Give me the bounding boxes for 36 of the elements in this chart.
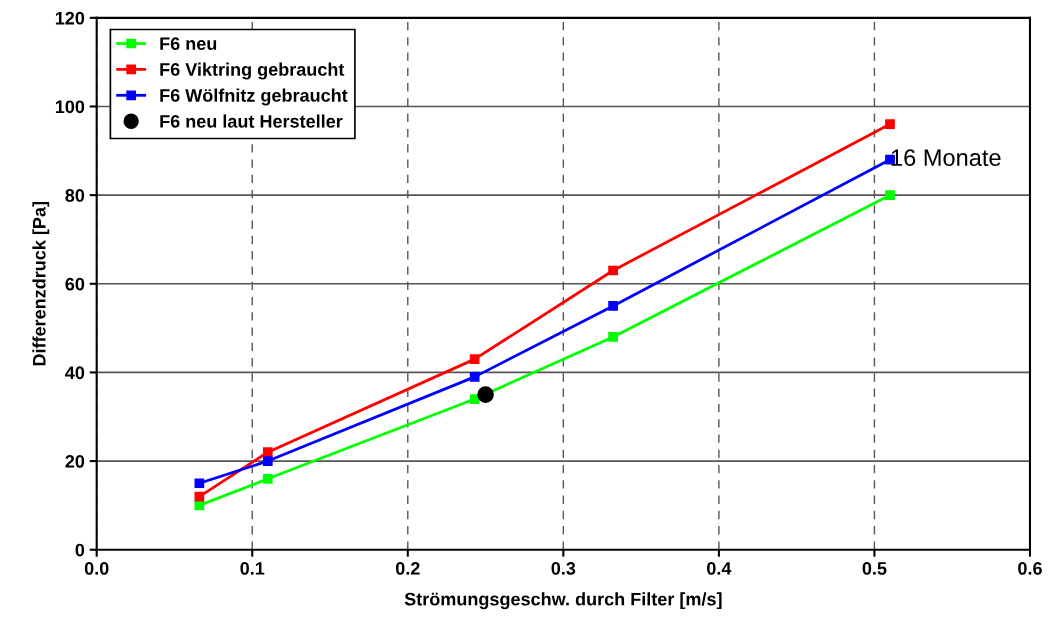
legend-label: F6 Wölfnitz gebraucht [160,88,348,106]
x-tick-label: 0.2 [395,562,420,575]
y-tick-label: 60 [65,277,85,291]
y-tick-label: 0 [75,543,85,557]
point [608,301,618,311]
x-tick-label: 0.4 [707,562,732,575]
x-axis-title: Strömungsgeschw. durch Filter [m/s] [404,592,722,610]
x-tick-label: 0.6 [1018,562,1042,575]
x-tick-label: 0.3 [551,562,576,575]
y-tick-label: 100 [55,100,85,114]
point [262,456,273,466]
point [194,500,205,511]
point [608,265,618,276]
x-tick-label: 0.0 [84,562,109,575]
legend-label: F6 neu laut Hersteller [160,114,343,128]
y-axis-title: Differenzdruck [Pa] [32,202,50,366]
x-tick-label: 0.1 [240,562,265,575]
point [194,478,205,489]
point [469,354,480,364]
y-tick-label: 80 [65,189,85,202]
x-tick-label: 0.5 [862,562,887,575]
point [194,491,205,502]
y-tick-label: 40 [65,366,85,380]
point [885,119,895,130]
y-tick-label: 20 [65,455,85,468]
annotation: 16 Monate [891,149,1001,167]
point [469,394,480,404]
legend-label: F6 neu [160,37,217,51]
point [262,473,273,484]
y-tick-label: 120 [55,11,85,25]
point [608,332,618,342]
point [477,386,494,403]
legend-label: F6 Viktring gebraucht [160,62,345,80]
point [262,447,273,458]
point [885,190,895,200]
point [469,372,480,382]
